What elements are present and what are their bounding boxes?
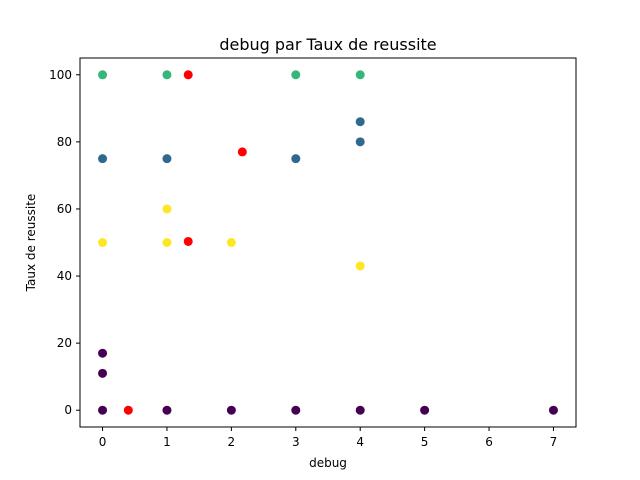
x-tick-label: 5 bbox=[421, 435, 429, 449]
data-point bbox=[226, 238, 236, 247]
y-tick-label: 60 bbox=[57, 202, 72, 216]
data-point bbox=[355, 405, 365, 415]
data-point bbox=[98, 70, 108, 80]
data-point bbox=[291, 70, 301, 80]
plot-area bbox=[79, 57, 577, 428]
x-tick-label: 3 bbox=[292, 435, 300, 449]
data-point bbox=[162, 238, 172, 247]
centroid-point bbox=[183, 236, 193, 246]
data-point bbox=[291, 154, 301, 164]
data-point bbox=[98, 368, 108, 378]
data-point bbox=[162, 70, 172, 80]
data-point bbox=[226, 405, 236, 415]
x-tick-label: 6 bbox=[485, 435, 493, 449]
data-point bbox=[98, 238, 108, 247]
x-axis-label: debug bbox=[309, 456, 347, 470]
y-axis-label: Taux de reussite bbox=[24, 194, 38, 293]
data-point bbox=[162, 204, 172, 214]
data-point bbox=[162, 405, 172, 415]
data-point bbox=[548, 405, 558, 415]
chart-title: debug par Taux de reussite bbox=[219, 35, 436, 54]
y-tick-label: 100 bbox=[49, 68, 72, 82]
x-tick-label: 4 bbox=[356, 435, 364, 449]
data-point bbox=[162, 154, 172, 164]
centroid-point bbox=[123, 405, 133, 415]
x-tick-label: 7 bbox=[550, 435, 558, 449]
data-point bbox=[420, 405, 430, 415]
x-axis: 0 1 2 3 4 5 6 7 bbox=[99, 427, 558, 449]
data-points bbox=[98, 70, 558, 415]
y-tick-label: 40 bbox=[57, 269, 72, 283]
x-tick-label: 1 bbox=[163, 435, 171, 449]
y-tick-label: 80 bbox=[57, 135, 72, 149]
data-point bbox=[355, 261, 365, 271]
data-point bbox=[355, 70, 365, 80]
x-tick-label: 0 bbox=[99, 435, 107, 449]
centroid-point bbox=[237, 147, 247, 157]
y-tick-label: 0 bbox=[64, 403, 72, 417]
centroid-point bbox=[183, 70, 193, 80]
x-tick-label: 2 bbox=[228, 435, 236, 449]
data-point bbox=[291, 405, 301, 415]
data-point bbox=[355, 137, 365, 147]
data-point bbox=[98, 154, 108, 164]
data-point bbox=[355, 117, 365, 127]
data-point bbox=[98, 348, 108, 358]
data-point bbox=[98, 405, 108, 415]
y-tick-label: 20 bbox=[57, 336, 72, 350]
y-axis: 0 20 40 60 80 100 bbox=[49, 68, 80, 417]
